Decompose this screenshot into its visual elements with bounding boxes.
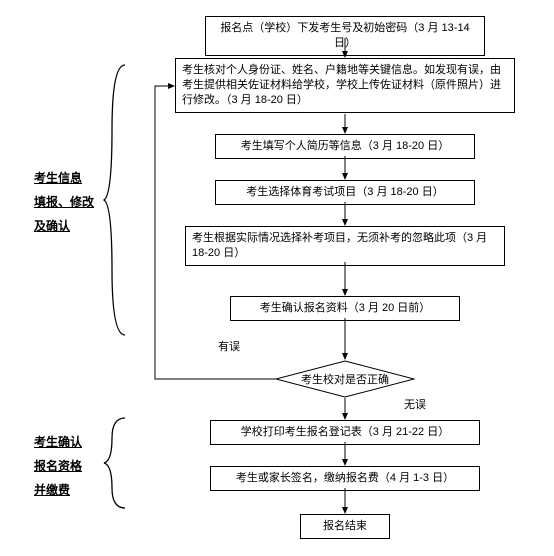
brace-top [100,60,130,340]
node-confirm-data: 考生确认报名资料（3 月 20 日前） [230,296,460,321]
node-issue-id-text: 报名点（学校）下发考生号及初始密码（3 月 13-14 日） [220,22,469,49]
node-end: 报名结束 [300,514,390,539]
decision-check-text: 考生校对是否正确 [301,371,389,387]
side-label-info-text: 考生信息填报、修改及确认 [34,171,94,233]
node-verify-identity: 考生核对个人身份证、姓名、户籍地等关键信息。如发现有误，由考生提供相关佐证材料给… [175,58,515,113]
decision-check: 考生校对是否正确 [275,360,415,398]
brace-bottom [100,413,130,513]
edge-label-error-text: 有误 [218,341,240,353]
node-fill-resume-text: 考生填写个人简历等信息（3 月 18-20 日） [241,140,449,152]
side-label-confirm: 考生确认报名资格并缴费 [34,430,82,502]
node-print-form: 学校打印考生报名登记表（3 月 21-22 日） [210,420,480,445]
node-select-pe: 考生选择体育考试项目（3 月 18-20 日） [215,180,475,205]
node-issue-id: 报名点（学校）下发考生号及初始密码（3 月 13-14 日） [205,16,485,56]
edge-label-ok: 无误 [404,396,426,412]
node-makeup-exam-text: 考生根据实际情况选择补考项目，无须补考的忽略此项（3 月 18-20 日） [192,232,487,259]
node-makeup-exam: 考生根据实际情况选择补考项目，无须补考的忽略此项（3 月 18-20 日） [185,226,505,266]
node-verify-identity-text: 考生核对个人身份证、姓名、户籍地等关键信息。如发现有误，由考生提供相关佐证材料给… [182,64,501,106]
node-sign-pay: 考生或家长签名，缴纳报名费（4 月 1-3 日） [210,466,480,491]
node-confirm-data-text: 考生确认报名资料（3 月 20 日前） [260,302,431,314]
node-print-form-text: 学校打印考生报名登记表（3 月 21-22 日） [241,426,449,438]
edge-label-ok-text: 无误 [404,399,426,411]
node-sign-pay-text: 考生或家长签名，缴纳报名费（4 月 1-3 日） [236,472,454,484]
node-select-pe-text: 考生选择体育考试项目（3 月 18-20 日） [246,186,443,198]
node-end-text: 报名结束 [323,520,367,532]
side-label-info: 考生信息填报、修改及确认 [34,166,94,238]
side-label-confirm-text: 考生确认报名资格并缴费 [34,435,82,497]
node-fill-resume: 考生填写个人简历等信息（3 月 18-20 日） [215,134,475,159]
edge-label-error: 有误 [218,338,240,354]
